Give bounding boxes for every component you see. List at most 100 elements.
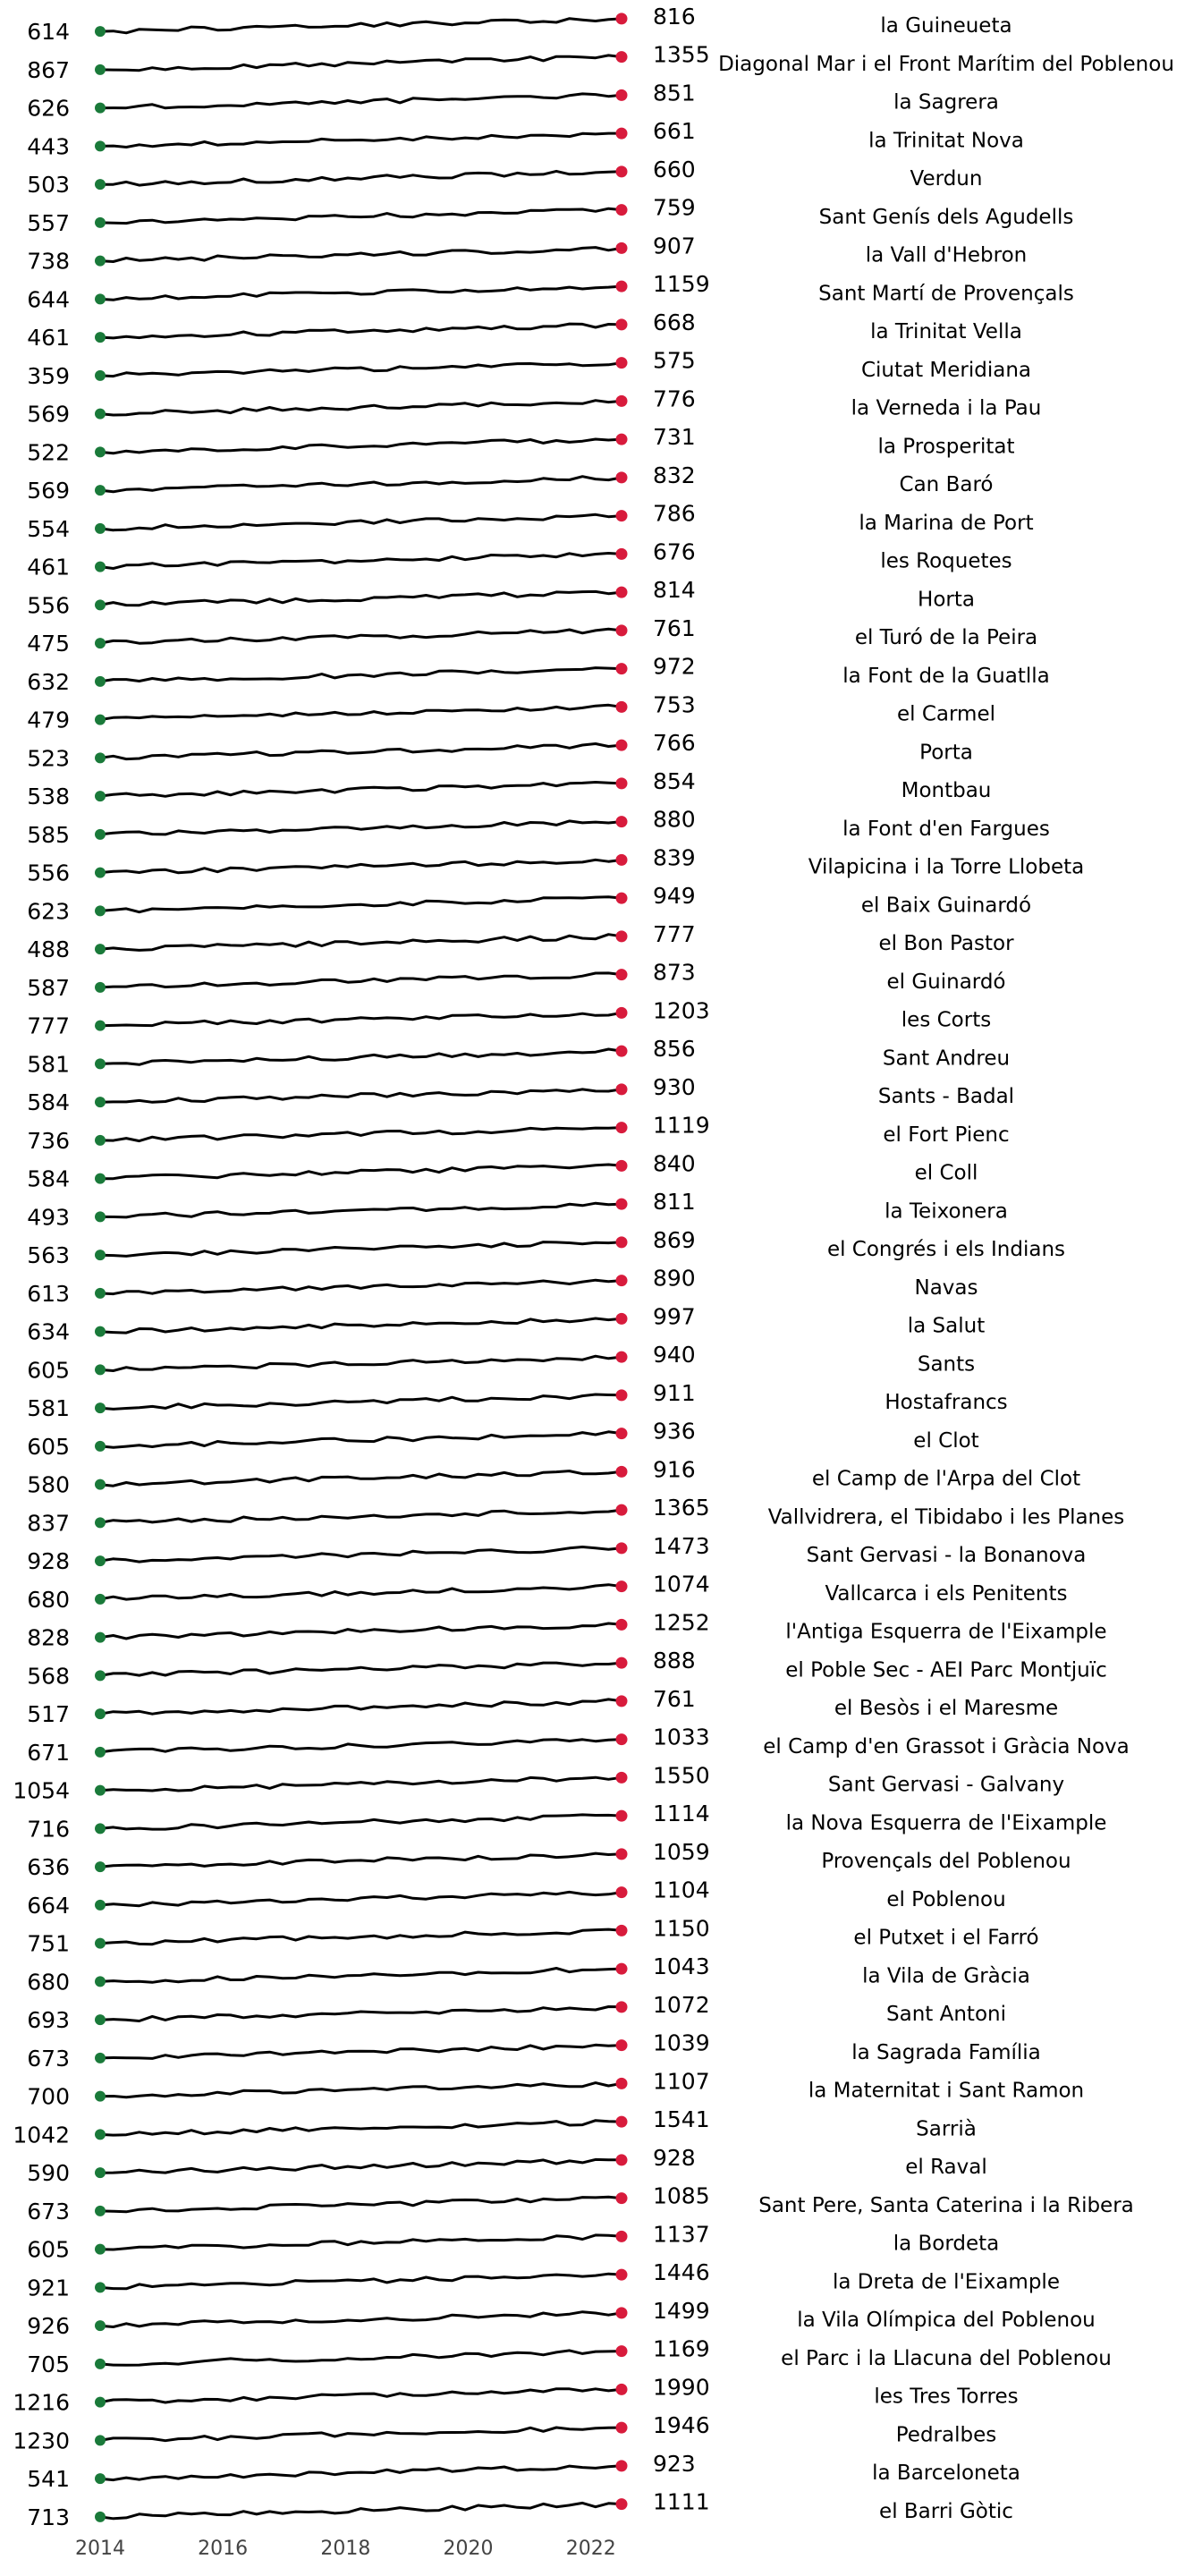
series-line bbox=[98, 858, 623, 875]
series-line bbox=[98, 1775, 623, 1792]
start-value-label: 585 bbox=[27, 822, 70, 848]
end-point bbox=[615, 204, 628, 216]
start-point bbox=[95, 332, 106, 343]
start-value-label: 488 bbox=[27, 936, 70, 962]
series-name-label: Vallcarca i els Penitents bbox=[825, 1582, 1067, 1606]
series-name-label: el Putxet i el Farró bbox=[853, 1927, 1038, 1950]
end-value-label: 1446 bbox=[653, 2259, 710, 2285]
end-point bbox=[615, 394, 628, 407]
series-name-label: Sant Martí de Provençals bbox=[818, 282, 1074, 305]
series-line bbox=[98, 207, 623, 225]
series-name-label: el Parc i la Llacuna del Poblenou bbox=[781, 2347, 1112, 2370]
end-value-label: 1033 bbox=[653, 1724, 710, 1750]
end-point bbox=[615, 280, 628, 292]
end-value-label: 1039 bbox=[653, 2030, 710, 2056]
start-value-label: 479 bbox=[27, 708, 70, 733]
end-point bbox=[615, 242, 628, 254]
end-point bbox=[615, 2383, 628, 2395]
series-name-label: la Vall d'Hebron bbox=[866, 244, 1028, 267]
start-point bbox=[95, 1364, 106, 1376]
start-point bbox=[95, 1631, 106, 1643]
end-point bbox=[615, 853, 628, 866]
start-value-label: 1230 bbox=[13, 2428, 70, 2453]
end-value-label: 759 bbox=[653, 195, 696, 221]
series-line bbox=[98, 92, 623, 110]
series-name-label: Sant Pere, Santa Caterina i la Ribera bbox=[758, 2194, 1134, 2217]
end-value-label: 814 bbox=[653, 577, 696, 603]
series-line bbox=[98, 895, 623, 914]
start-point bbox=[95, 1287, 106, 1299]
series-name-label: Sant Gervasi - Galvany bbox=[828, 1774, 1064, 1797]
series-name-label: la Prosperitat bbox=[878, 435, 1015, 458]
start-point bbox=[95, 1479, 106, 1490]
start-point bbox=[95, 2358, 106, 2369]
series-line bbox=[98, 1011, 623, 1028]
end-value-label: 1946 bbox=[653, 2412, 710, 2438]
end-point bbox=[615, 471, 628, 484]
end-point bbox=[615, 663, 628, 675]
series-name-label: la Verneda i la Pau bbox=[851, 397, 1042, 420]
end-point bbox=[615, 1504, 628, 1516]
series-name-label: el Guinardó bbox=[886, 970, 1005, 994]
series-name-label: Vilapicina i la Torre Llobeta bbox=[808, 856, 1084, 879]
start-point bbox=[95, 1937, 106, 1949]
series-line bbox=[98, 819, 623, 836]
end-point bbox=[615, 2077, 628, 2089]
end-value-label: 1150 bbox=[653, 1915, 710, 1941]
series-line bbox=[98, 1813, 623, 1831]
start-value-label: 605 bbox=[27, 1434, 70, 1460]
series-line bbox=[98, 666, 623, 683]
series-line bbox=[98, 1047, 623, 1066]
start-value-label: 556 bbox=[27, 592, 70, 618]
series-name-label: el Barri Gòtic bbox=[879, 2500, 1013, 2523]
end-point bbox=[615, 930, 628, 943]
end-point bbox=[615, 892, 628, 904]
series-name-label: Provençals del Poblenou bbox=[821, 1850, 1071, 1873]
end-value-label: 930 bbox=[653, 1074, 696, 1100]
series-name-label: la Sagrera bbox=[893, 91, 999, 114]
series-line bbox=[98, 1546, 623, 1563]
end-point bbox=[615, 2039, 628, 2052]
end-value-label: 777 bbox=[653, 921, 696, 947]
end-value-label: 1169 bbox=[653, 2336, 710, 2362]
start-point bbox=[95, 981, 106, 993]
end-point bbox=[615, 1083, 628, 1096]
start-value-label: 626 bbox=[27, 96, 70, 122]
end-point bbox=[615, 1580, 628, 1593]
start-value-label: 673 bbox=[27, 2046, 70, 2072]
start-value-label: 554 bbox=[27, 516, 70, 542]
start-value-label: 1216 bbox=[13, 2390, 70, 2416]
series-name-label: la Trinitat Nova bbox=[868, 129, 1024, 152]
start-point bbox=[95, 293, 106, 305]
series-line bbox=[98, 2272, 623, 2291]
start-point bbox=[95, 944, 106, 955]
series-line bbox=[98, 1317, 623, 1335]
end-point bbox=[615, 13, 628, 25]
start-point bbox=[95, 102, 106, 114]
end-value-label: 668 bbox=[653, 309, 696, 335]
end-value-label: 1107 bbox=[653, 2068, 710, 2094]
series-line bbox=[98, 1354, 623, 1372]
end-value-label: 839 bbox=[653, 844, 696, 870]
end-value-label: 851 bbox=[653, 80, 696, 106]
start-point bbox=[95, 1861, 106, 1873]
start-value-label: 921 bbox=[27, 2275, 70, 2301]
start-point bbox=[95, 369, 106, 381]
end-value-label: 936 bbox=[653, 1419, 696, 1445]
series-name-label: Sants bbox=[918, 1352, 975, 1376]
end-point bbox=[615, 2307, 628, 2319]
start-value-label: 1054 bbox=[13, 1778, 70, 1804]
end-value-label: 1119 bbox=[653, 1113, 710, 1139]
series-line bbox=[98, 54, 623, 72]
end-value-label: 1111 bbox=[653, 2489, 710, 2515]
end-value-label: 873 bbox=[653, 960, 696, 986]
start-value-label: 673 bbox=[27, 2199, 70, 2224]
series-line bbox=[98, 1622, 623, 1640]
end-point bbox=[615, 2154, 628, 2166]
end-value-label: 753 bbox=[653, 691, 696, 717]
start-value-label: 556 bbox=[27, 860, 70, 886]
end-point bbox=[615, 318, 628, 331]
start-point bbox=[95, 408, 106, 419]
end-value-label: 1541 bbox=[653, 2106, 710, 2132]
